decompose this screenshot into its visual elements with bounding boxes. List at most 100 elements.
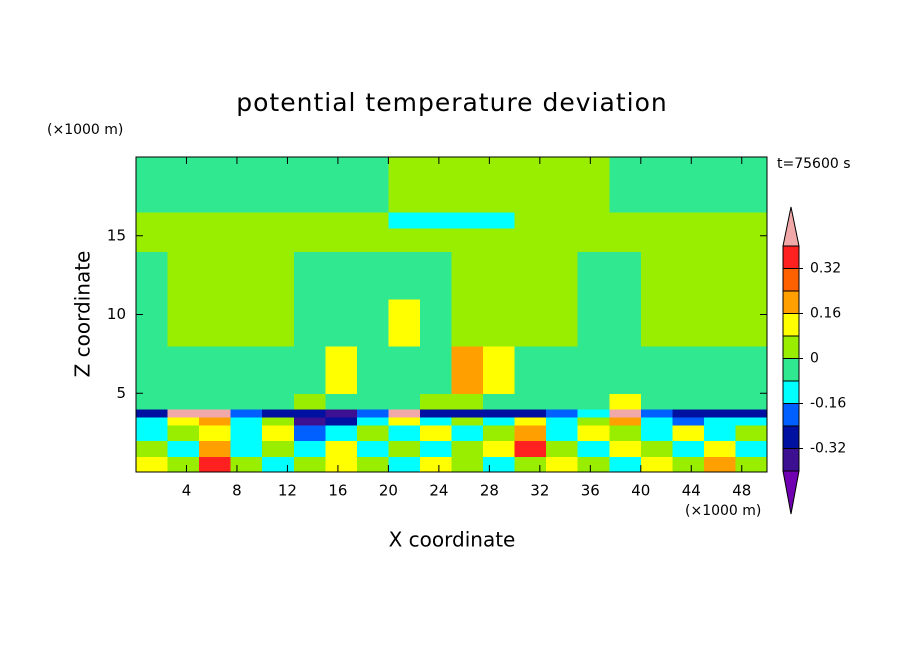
- contour-cell: [388, 424, 421, 442]
- colorbar-tick-label: -0.32: [810, 441, 846, 457]
- contour-cell: [167, 251, 200, 300]
- contour-cell: [167, 227, 200, 253]
- contour-cell: [546, 157, 579, 213]
- contour-cell: [609, 212, 642, 229]
- contour-cell: [419, 346, 453, 394]
- contour-cell: [451, 157, 484, 213]
- contour-cell: [451, 440, 484, 457]
- contour-cell: [451, 416, 484, 426]
- y-tick-label: 15: [107, 226, 126, 244]
- contour-cell: [672, 157, 705, 213]
- contour-cell: [735, 251, 768, 300]
- contour-cell: [293, 212, 326, 229]
- contour-cell: [577, 393, 610, 410]
- contour-cell: [514, 424, 547, 442]
- contour-cell: [609, 456, 642, 473]
- contour-cell: [577, 157, 610, 213]
- contour-cell: [199, 440, 232, 457]
- contour-cell: [388, 416, 421, 426]
- contour-cell: [703, 346, 737, 394]
- contour-cell: [388, 440, 421, 457]
- contour-cell: [167, 212, 200, 229]
- contour-cell: [388, 298, 421, 347]
- contour-cell: [167, 157, 200, 213]
- contour-cell: [136, 409, 169, 418]
- contour-cell: [514, 157, 547, 213]
- contour-cell: [483, 298, 516, 347]
- contour-cell: [483, 212, 516, 229]
- contour-cell: [609, 440, 642, 457]
- contour-cell: [136, 227, 169, 253]
- contour-cell: [640, 157, 673, 213]
- colorbar-box: [782, 335, 800, 359]
- contour-cell: [419, 424, 453, 442]
- contour-cell: [199, 409, 232, 418]
- contour-cell: [514, 251, 547, 300]
- contour-cell: [735, 157, 768, 213]
- contour-cell: [325, 409, 358, 418]
- contour-cell: [356, 440, 389, 457]
- y-axis-label: Z coordinate: [71, 251, 95, 378]
- contour-cell: [609, 157, 642, 213]
- colorbar-box: [782, 403, 800, 427]
- contour-cell: [672, 298, 705, 347]
- contour-cell: [640, 393, 673, 410]
- y-unit: (×1000 m): [47, 122, 123, 138]
- contour-cell: [451, 251, 484, 300]
- contour-cell: [672, 424, 705, 442]
- contour-cell: [640, 456, 673, 473]
- contour-cell: [703, 440, 737, 457]
- contour-cell: [514, 456, 547, 473]
- contour-cell: [451, 424, 484, 442]
- contour-cell: [136, 416, 169, 426]
- contour-cell: [167, 409, 200, 418]
- contour-cell: [262, 157, 295, 213]
- contour-cell: [514, 440, 547, 457]
- contour-cell: [262, 393, 295, 410]
- contour-cell: [230, 251, 263, 300]
- contour-cell: [230, 393, 263, 410]
- contour-cell: [483, 346, 516, 394]
- contour-cell: [199, 456, 232, 473]
- contour-cell: [199, 298, 232, 347]
- contour-cell: [703, 157, 737, 213]
- contour-cell: [136, 298, 169, 347]
- contour-cell: [230, 212, 263, 229]
- contour-cell: [419, 416, 453, 426]
- x-tick-label: 40: [631, 482, 650, 500]
- x-tick-label: 32: [530, 482, 549, 500]
- contour-cell: [703, 456, 737, 473]
- contour-cell: [388, 456, 421, 473]
- contour-cell: [735, 416, 768, 426]
- contour-cell: [577, 251, 610, 300]
- contour-cell: [609, 424, 642, 442]
- contour-cell: [640, 409, 673, 418]
- contour-cell: [609, 346, 642, 394]
- contour-cell: [230, 416, 263, 426]
- contour-cell: [356, 298, 389, 347]
- contour-cell: [546, 393, 579, 410]
- contour-cell: [672, 346, 705, 394]
- contour-cell: [451, 409, 484, 418]
- contour-cell: [356, 424, 389, 442]
- contour-cell: [419, 456, 453, 473]
- contour-cell: [293, 157, 326, 213]
- contour-cell: [640, 424, 673, 442]
- contour-cell: [293, 227, 326, 253]
- contour-cell: [325, 157, 358, 213]
- contour-cell: [451, 346, 484, 394]
- time-label: t=75600 s: [777, 156, 851, 172]
- contour-cell: [293, 251, 326, 300]
- contour-cell: [230, 409, 263, 418]
- contour-cell: [577, 440, 610, 457]
- contour-cell: [199, 157, 232, 213]
- contour-cell: [735, 424, 768, 442]
- contour-cell: [514, 227, 547, 253]
- contour-cell: [640, 251, 673, 300]
- contour-cell: [293, 456, 326, 473]
- contour-cell: [388, 212, 421, 229]
- x-tick-label: 4: [182, 482, 192, 500]
- contour-cell: [325, 440, 358, 457]
- colorbar-box: [782, 313, 800, 337]
